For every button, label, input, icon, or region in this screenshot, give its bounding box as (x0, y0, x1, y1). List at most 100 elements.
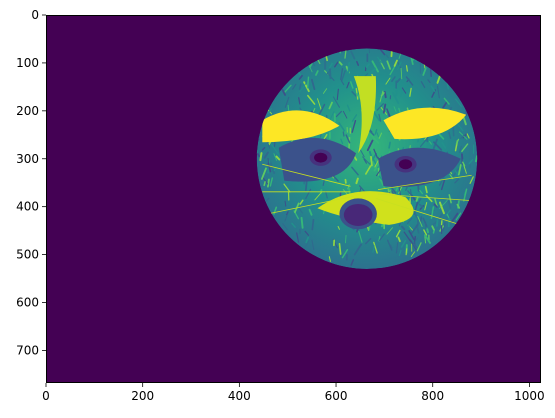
fur-stroke (283, 183, 291, 193)
fur-stroke (284, 200, 287, 207)
fur-stroke (422, 67, 427, 76)
fur-stroke (462, 133, 468, 139)
fur-stroke (373, 241, 378, 254)
fur-stroke (328, 101, 333, 110)
fur-stroke (344, 49, 347, 59)
fur-stroke (329, 111, 335, 121)
fur-stroke (265, 197, 270, 202)
fur-stroke (385, 77, 391, 85)
fur-stroke (469, 176, 474, 184)
fur-stroke (386, 60, 391, 70)
fur-stroke (345, 134, 351, 144)
fur-stroke (273, 153, 278, 161)
fur-stroke (267, 108, 272, 115)
fur-stroke (395, 84, 399, 97)
fur-stroke (376, 103, 384, 111)
fur-stroke (322, 179, 325, 186)
x-tick-label: 400 (228, 389, 251, 403)
fur-stroke (400, 225, 406, 231)
fur-stroke (386, 239, 393, 251)
y-tick-label: 300 (16, 152, 39, 166)
whisker (267, 195, 354, 215)
fur-stroke (454, 98, 462, 108)
fur-stroke (400, 239, 407, 248)
fur-stroke (386, 108, 391, 117)
plot-area (46, 15, 541, 383)
fur-stroke (298, 83, 302, 90)
fur-stroke (433, 141, 443, 151)
fur-stroke (423, 229, 428, 236)
fur-stroke (339, 192, 342, 198)
fur-stroke (308, 61, 314, 68)
y-tick-label: 500 (16, 248, 39, 262)
fur-stroke (267, 162, 272, 173)
fur-stroke (462, 161, 466, 167)
fur-stroke (416, 242, 422, 252)
fur-stroke (318, 103, 326, 116)
y-tick-label: 400 (16, 200, 39, 214)
fur-stroke (299, 199, 304, 205)
fur-stroke (378, 175, 383, 180)
fur-stroke (368, 129, 375, 136)
fur-stroke (378, 113, 382, 122)
fur-stroke (432, 229, 436, 234)
fur-stroke (284, 84, 292, 93)
fur-stroke (338, 61, 343, 66)
fur-stroke (400, 67, 403, 80)
fur-stroke (390, 244, 393, 249)
y-axis: 0 100 200 300 400 500 600 700 (16, 8, 46, 357)
fur-stroke (443, 97, 450, 105)
fur-stroke (465, 110, 468, 117)
fur-stroke (380, 92, 385, 97)
fur-stroke (386, 227, 393, 235)
fur-stroke (298, 74, 303, 80)
fur-stroke (368, 67, 376, 76)
fur-stroke (388, 141, 391, 149)
fur-stroke (304, 240, 310, 249)
fur-stroke (393, 59, 398, 67)
fur-stroke (260, 167, 267, 180)
fur-stroke (438, 201, 445, 215)
fur-stroke (424, 185, 428, 194)
fur-stroke (430, 85, 436, 92)
fur-stroke (425, 194, 433, 203)
fur-stroke (419, 189, 423, 195)
fur-stroke (426, 228, 429, 234)
fur-stroke (463, 191, 466, 196)
fur-stroke (433, 203, 438, 208)
fur-stroke (352, 82, 355, 90)
fur-stroke (455, 138, 460, 145)
fur-stroke (406, 217, 413, 224)
fur-stroke (340, 80, 345, 86)
fur-stroke (340, 138, 344, 145)
x-tick-label: 200 (131, 389, 154, 403)
fur-stroke (306, 76, 310, 89)
fur-stroke (379, 90, 384, 103)
fur-stroke (362, 156, 370, 165)
fur-stroke (345, 234, 347, 244)
fur-stroke (383, 91, 387, 99)
fur-stroke (310, 78, 316, 90)
fur-stroke (382, 103, 387, 114)
fur-stroke (378, 132, 383, 139)
fur-stroke (269, 177, 273, 187)
fur-stroke (436, 75, 441, 84)
fur-stroke (323, 134, 328, 141)
fur-stroke (397, 236, 401, 243)
fur-stroke (420, 81, 426, 89)
fur-stroke (353, 243, 362, 256)
fur-stroke (403, 231, 412, 242)
fur-stroke (448, 131, 452, 139)
fur-stroke (305, 188, 312, 200)
fur-stroke (397, 60, 402, 69)
fur-stroke (372, 110, 381, 122)
fur-stroke (424, 235, 427, 244)
fur-stroke (372, 245, 375, 253)
fur-stroke (350, 50, 356, 60)
fur-stroke (300, 216, 304, 229)
fur-stroke (377, 48, 386, 56)
fur-stroke (328, 62, 333, 69)
fur-stroke (342, 131, 345, 137)
fur-stroke (328, 256, 331, 262)
fur-stroke (422, 217, 428, 227)
